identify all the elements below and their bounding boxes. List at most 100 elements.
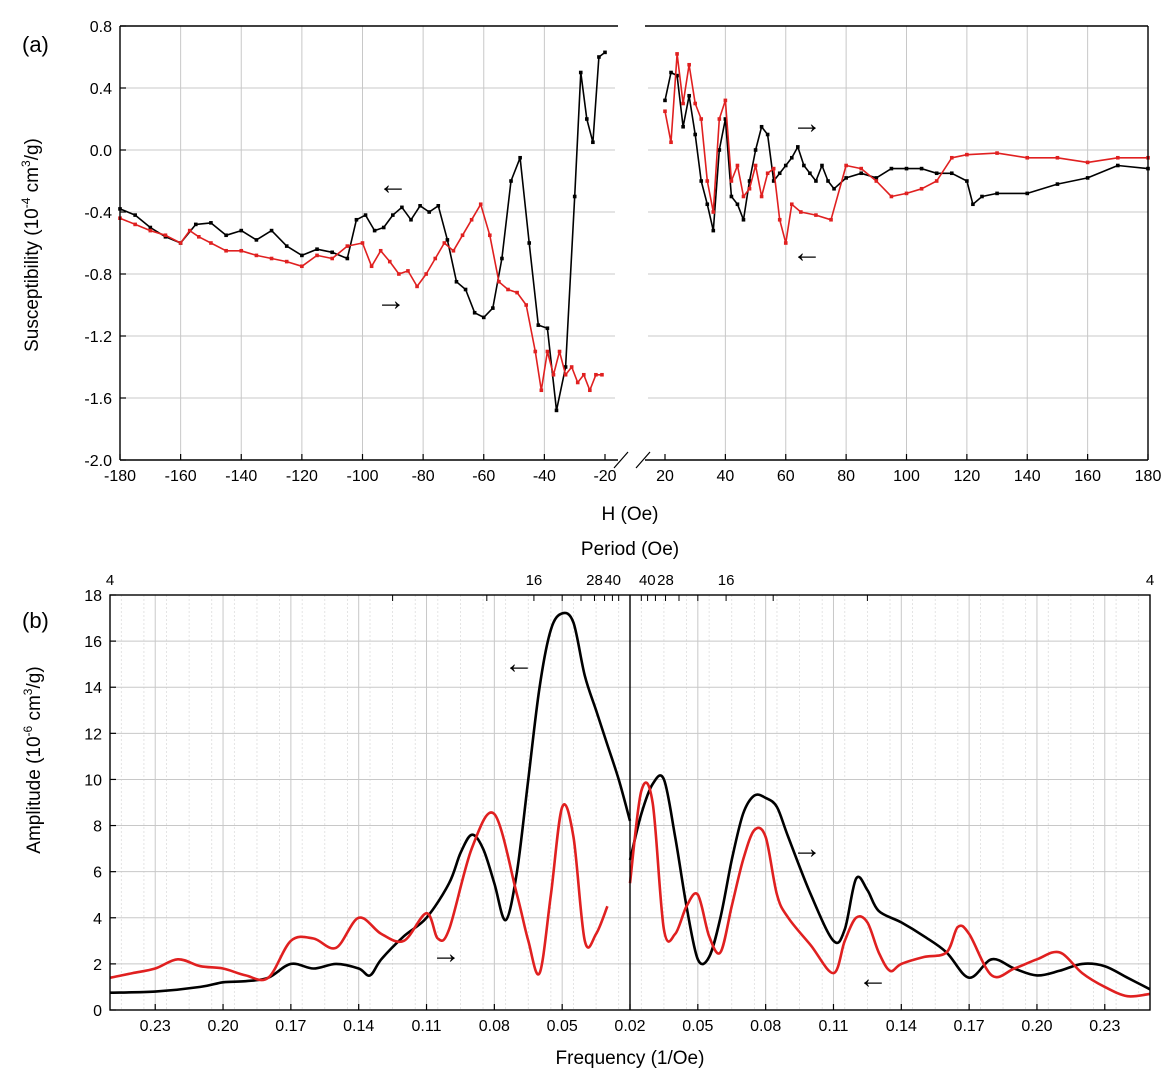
- panel-a-series-1-point: [729, 179, 734, 183]
- panel-a-xtick-label: 120: [954, 468, 981, 485]
- panel-b-xtick-label: 0.14: [886, 1018, 917, 1035]
- panel-a-xtick-label: -60: [472, 468, 495, 485]
- panel-a-series-1-point: [783, 241, 788, 245]
- panel-a-y-label-tail: /g): [22, 138, 43, 160]
- panel-a-series-1-point: [1025, 155, 1030, 160]
- panel-a-series-0-point: [585, 117, 589, 121]
- panel-a-series-0-point: [1025, 191, 1030, 196]
- panel-b-xtick-label: 0.08: [479, 1018, 510, 1035]
- panel-b-ytick-label: 12: [84, 726, 102, 743]
- panel-a-grid: [120, 25, 1148, 461]
- panel-a-series-1-point: [451, 248, 456, 253]
- panel-a-series-1-point: [239, 248, 244, 253]
- panel-a-ytick-label: -0.8: [84, 267, 112, 284]
- panel-a-series-0-point: [934, 171, 939, 176]
- panel-a-series-1-point: [488, 233, 492, 238]
- panel-a-xtick-label: -100: [346, 468, 378, 485]
- panel-a-series-0-point: [500, 256, 504, 261]
- panel-a-series-1-point: [949, 155, 954, 160]
- panel-a-xtick-label: 100: [893, 468, 920, 485]
- panel-a-series-0-point: [363, 213, 368, 217]
- panel-a-series-1-point: [300, 264, 304, 269]
- panel-a-series-1-point: [397, 272, 401, 276]
- panel-a-series-1-point: [874, 179, 879, 183]
- panel-a-xtick-label: -120: [286, 468, 318, 485]
- panel-a-series-1-point: [563, 372, 568, 377]
- panel-a-series-1-point: [995, 151, 999, 155]
- panel-a-series-1-point: [687, 62, 691, 67]
- panel-b-y-label-exp1: -6: [21, 725, 35, 736]
- panel-a-series-0-point: [527, 241, 532, 245]
- panel-a-xtick-label: 20: [656, 468, 674, 485]
- panel-a-series-1-point: [747, 186, 752, 191]
- panel-a-axis-break-mark: [613, 451, 629, 469]
- panel-a-series-0-point: [354, 217, 359, 222]
- panel-b-series: [109, 611, 1151, 998]
- panel-b-top-tick-label: 16: [718, 572, 735, 589]
- panel-a-series-0-point: [919, 166, 924, 171]
- panel-b-top-tick-label: 40: [639, 572, 656, 589]
- panel-a-series-1-point: [551, 372, 556, 377]
- panel-a-series-0-point: [759, 124, 764, 129]
- panel-a-series-1-point: [254, 253, 259, 258]
- panel-a-xtick-label: -20: [593, 468, 616, 485]
- panel-b-xtick-label: 0.11: [819, 1018, 849, 1035]
- panel-a-series-1-point: [717, 117, 722, 121]
- panel-a-ytick-label: 0.8: [90, 19, 112, 36]
- panel-a-y-label-mid: cm: [22, 167, 43, 198]
- panel-b-ytick-label: 2: [93, 957, 102, 974]
- panel-a-series-0-point: [753, 148, 758, 152]
- panel-a-series-0-point: [554, 408, 559, 413]
- panel-a-series-1-line: [664, 53, 1148, 244]
- panel-a-xtick-label: -160: [165, 468, 197, 485]
- panel-a-susceptibility: (a) 0.8 0.4 0.0 -0.4 -0.8 -1.2 -1.6 -2.0-180 -16…: [19, 19, 1161, 525]
- panel-a-series-1-point: [753, 163, 758, 168]
- panel-a-series-0-point: [826, 179, 830, 183]
- panel-a-ytick-label: -1.2: [84, 329, 112, 346]
- panel-b-arrow-red-left: ←: [858, 962, 888, 995]
- panel-a-xtick-label: 140: [1014, 468, 1041, 485]
- panel-a-tick-labels: 0.8 0.4 0.0 -0.4 -0.8 -1.2 -1.6 -2.0-180 -160 -14…: [84, 19, 1161, 485]
- panel-a-y-label-exp2: 3: [19, 160, 33, 167]
- panel-a-x-axis-label: H (Oe): [602, 504, 659, 525]
- panel-a-series-1-point: [506, 287, 510, 292]
- panel-a-series-0-point: [591, 140, 595, 145]
- panel-a-series-1-point: [575, 380, 580, 385]
- panel-a-series-1-point: [197, 235, 201, 239]
- panel-a-series-0-point: [735, 202, 740, 207]
- panel-a-ytick-label: 0.0: [90, 143, 112, 160]
- panel-a-series-1-line: [119, 203, 602, 392]
- panel-b-xtick-label: 0.02: [614, 1018, 645, 1035]
- panel-a-ytick-label: -1.6: [84, 391, 112, 408]
- panel-a-series-0-point: [904, 166, 909, 171]
- panel-a-series-1-point: [765, 171, 770, 176]
- panel-a-series-0-point: [491, 306, 495, 310]
- panel-a-series-0-point: [889, 166, 894, 171]
- panel-a-series-0-point: [820, 163, 824, 168]
- panel-b-xtick-label: 0.14: [343, 1018, 374, 1035]
- panel-a-xtick-label: 60: [777, 468, 795, 485]
- panel-b-xtick-label: 0.23: [1089, 1018, 1120, 1035]
- panel-a-axis-break-mark: [635, 451, 651, 469]
- panel-a-series-0-point: [509, 179, 513, 183]
- panel-a-series-1-point: [741, 194, 746, 199]
- panel-a-series-1-point: [594, 372, 598, 377]
- panel-b-arrow-black-right: →: [792, 832, 822, 865]
- panel-a-series-1-point: [777, 217, 782, 222]
- panel-a-series-1-point: [588, 388, 592, 393]
- panel-b-xtick-label: 0.08: [750, 1018, 781, 1035]
- panel-a-series-0-point: [844, 176, 848, 180]
- panel-a-series-1-point: [515, 290, 519, 295]
- panel-a-series-1-point: [904, 191, 909, 196]
- panel-a-series-1-point: [187, 228, 192, 233]
- panel-b-xtick-label: 0.17: [954, 1018, 985, 1035]
- panel-b-label: (b): [22, 608, 49, 633]
- panel-a-series-0-point: [563, 365, 568, 369]
- panel-b-xtick-label: 0.23: [140, 1018, 171, 1035]
- panel-a-series-0-point: [1055, 182, 1060, 186]
- panel-a-series-0-point: [300, 253, 304, 258]
- panel-b-arrow-red-right: →: [431, 937, 461, 970]
- panel-b-x-axis-label: Frequency (1/Oe): [556, 1048, 705, 1069]
- panel-a-series-0-point: [597, 55, 601, 59]
- panel-a-series-1-point: [433, 256, 438, 261]
